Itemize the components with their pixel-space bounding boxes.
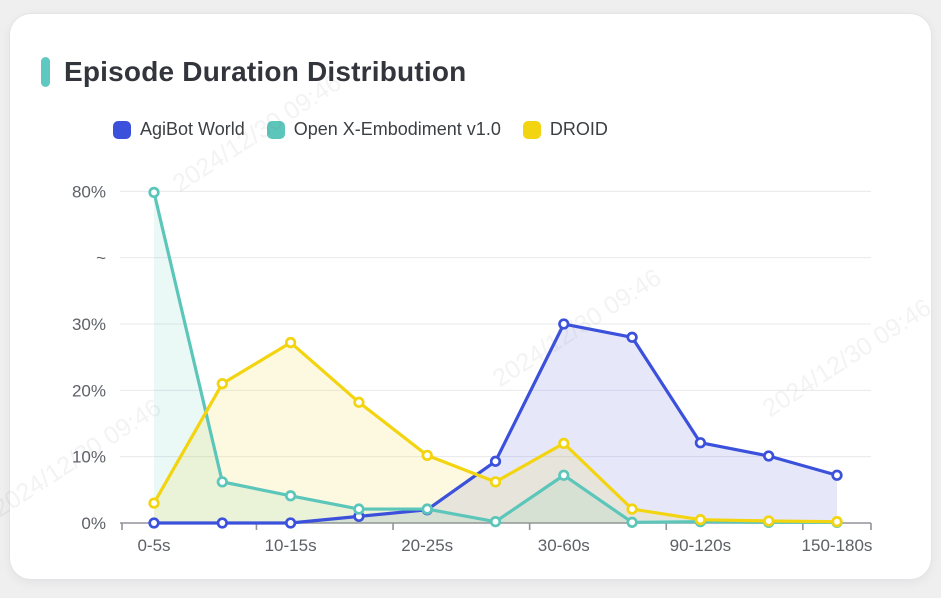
data-point (148, 186, 160, 199)
x-axis-label: 150-180s (802, 536, 873, 555)
data-point (558, 469, 570, 481)
data-point (694, 437, 707, 449)
data-point (763, 515, 775, 527)
data-point (216, 517, 228, 529)
y-axis-label: 20% (72, 381, 106, 400)
data-point (626, 503, 638, 515)
legend-swatch-droid (522, 120, 541, 139)
x-axis-label: 10-15s (265, 536, 317, 555)
y-axis-label: 30% (72, 315, 106, 334)
legend-item-agibot-world[interactable]: AgiBot World (113, 119, 245, 140)
legend-label: AgiBot World (140, 119, 245, 139)
series-area (154, 324, 837, 523)
y-axis-label: 0% (81, 514, 106, 533)
title-row: Episode Duration Distribution (41, 56, 466, 88)
x-axis-label: 20-25s (401, 536, 453, 555)
series-area (154, 192, 837, 523)
data-point (216, 378, 228, 390)
data-point (216, 476, 228, 488)
legend-item-droid[interactable]: DROID (522, 119, 608, 140)
chart-card: 2024/12/30 09:46 2024/12/30 09:46 2024/1… (0, 13, 936, 580)
x-axis-label: 30-60s (538, 536, 590, 555)
title-accent-bar (41, 57, 50, 87)
data-point (284, 490, 297, 502)
data-point (148, 517, 160, 529)
data-point (694, 514, 707, 526)
y-axis-label: 80% (72, 182, 106, 201)
legend-swatch-open-x-embodiment (266, 120, 285, 139)
data-point (489, 476, 502, 488)
y-axis-label: ~ (96, 249, 106, 268)
y-axis-label: 10% (72, 448, 106, 467)
data-point (148, 497, 160, 509)
data-point (284, 336, 297, 349)
data-point (353, 396, 365, 408)
data-point (421, 449, 433, 461)
data-point (489, 516, 502, 528)
episode-duration-line-chart: 0% 10% 20% 30% ~80% 0-5s 10-15s 20-25s 30-60s 90-… (72, 182, 873, 555)
data-point (353, 503, 365, 515)
legend-label: Open X-Embodiment v1.0 (293, 119, 501, 139)
chart-legend: AgiBot World Open X-Embodiment v1.0 DROI… (113, 119, 608, 140)
x-axis-label: 0-5s (137, 536, 170, 555)
data-point (626, 331, 638, 343)
legend-item-open-x-embodiment[interactable]: Open X-Embodiment v1.0 (266, 119, 501, 140)
data-point (489, 455, 502, 467)
legend-label: DROID (549, 119, 608, 139)
data-point (558, 318, 570, 330)
data-point (558, 437, 570, 450)
series-area (154, 342, 837, 523)
legend-swatch-agibot-world (113, 120, 131, 139)
x-axis-label: 90-120s (670, 536, 731, 555)
data-point (763, 450, 775, 462)
data-point (831, 516, 843, 528)
data-point (284, 517, 297, 529)
data-point (421, 503, 433, 515)
data-point (831, 469, 843, 481)
data-point (626, 516, 638, 528)
page-title: Episode Duration Distribution (64, 56, 467, 87)
